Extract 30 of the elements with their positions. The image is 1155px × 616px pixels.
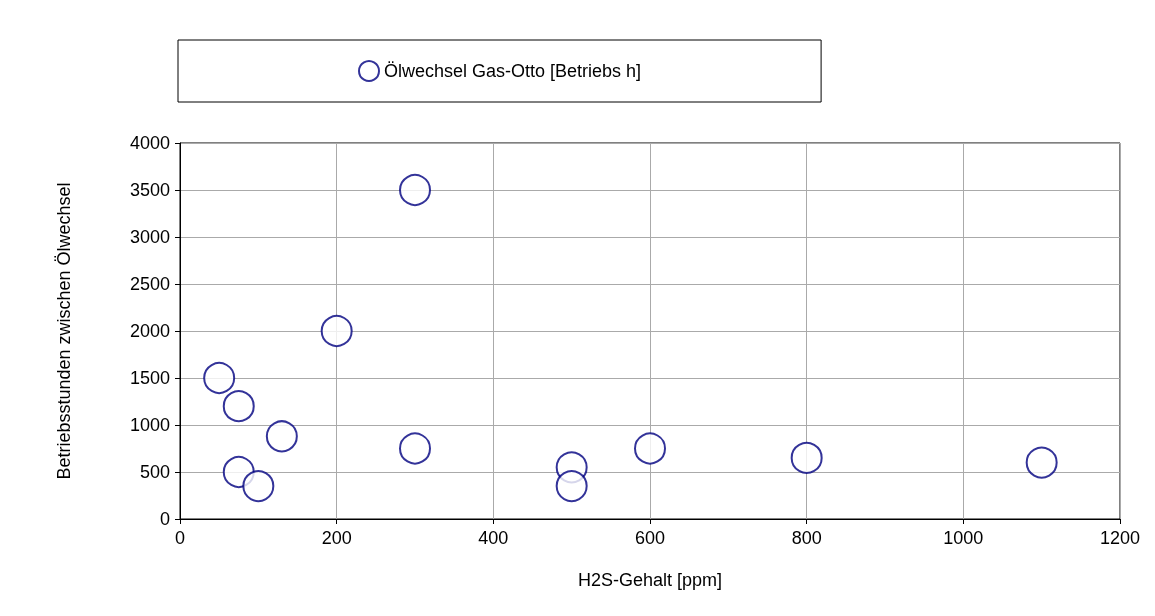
x-tick-label: 400 <box>478 528 509 548</box>
point <box>242 470 275 503</box>
point <box>1025 446 1058 479</box>
y-tick-label: 4000 <box>129 133 170 153</box>
x-tick-label: 600 <box>634 528 666 548</box>
legend-label: Ölwechsel Gas-Otto [Betriebs h] <box>384 61 642 81</box>
point <box>555 470 588 503</box>
y-tick-label: 500 <box>139 462 170 482</box>
point <box>790 441 823 474</box>
y-tick-label: 0 <box>159 509 170 529</box>
point <box>203 362 236 394</box>
x-tick-label: 1000 <box>943 528 984 548</box>
y-tick-label: 3000 <box>129 227 170 247</box>
y-tick-label: 2500 <box>129 274 170 294</box>
x-tick-label: 1200 <box>1099 528 1141 548</box>
point <box>222 390 255 423</box>
y-tick-label: 1500 <box>129 368 170 388</box>
x-tick-label: 0 <box>174 528 186 548</box>
point <box>399 432 431 465</box>
x-tick-label: 200 <box>321 528 352 548</box>
y-tick-label: 2000 <box>129 321 170 341</box>
point <box>399 174 431 206</box>
point <box>320 315 353 347</box>
x-tick-label: 800 <box>791 528 822 548</box>
y-tick-label: 1000 <box>129 415 170 435</box>
y-tick-label: 3500 <box>129 180 170 200</box>
point <box>265 420 298 453</box>
y-axis-title: Betriebsstunden zwischen Ölwechsel <box>54 182 74 480</box>
point <box>634 432 666 465</box>
x-axis-title: H2S-Gehalt [ppm] <box>577 570 723 590</box>
